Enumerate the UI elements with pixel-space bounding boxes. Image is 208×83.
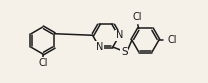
Text: Cl: Cl xyxy=(38,58,48,68)
Text: Cl: Cl xyxy=(132,12,142,22)
Text: Cl: Cl xyxy=(167,35,177,45)
Text: N: N xyxy=(116,30,123,40)
Text: N: N xyxy=(96,42,103,52)
Text: S: S xyxy=(121,46,128,57)
